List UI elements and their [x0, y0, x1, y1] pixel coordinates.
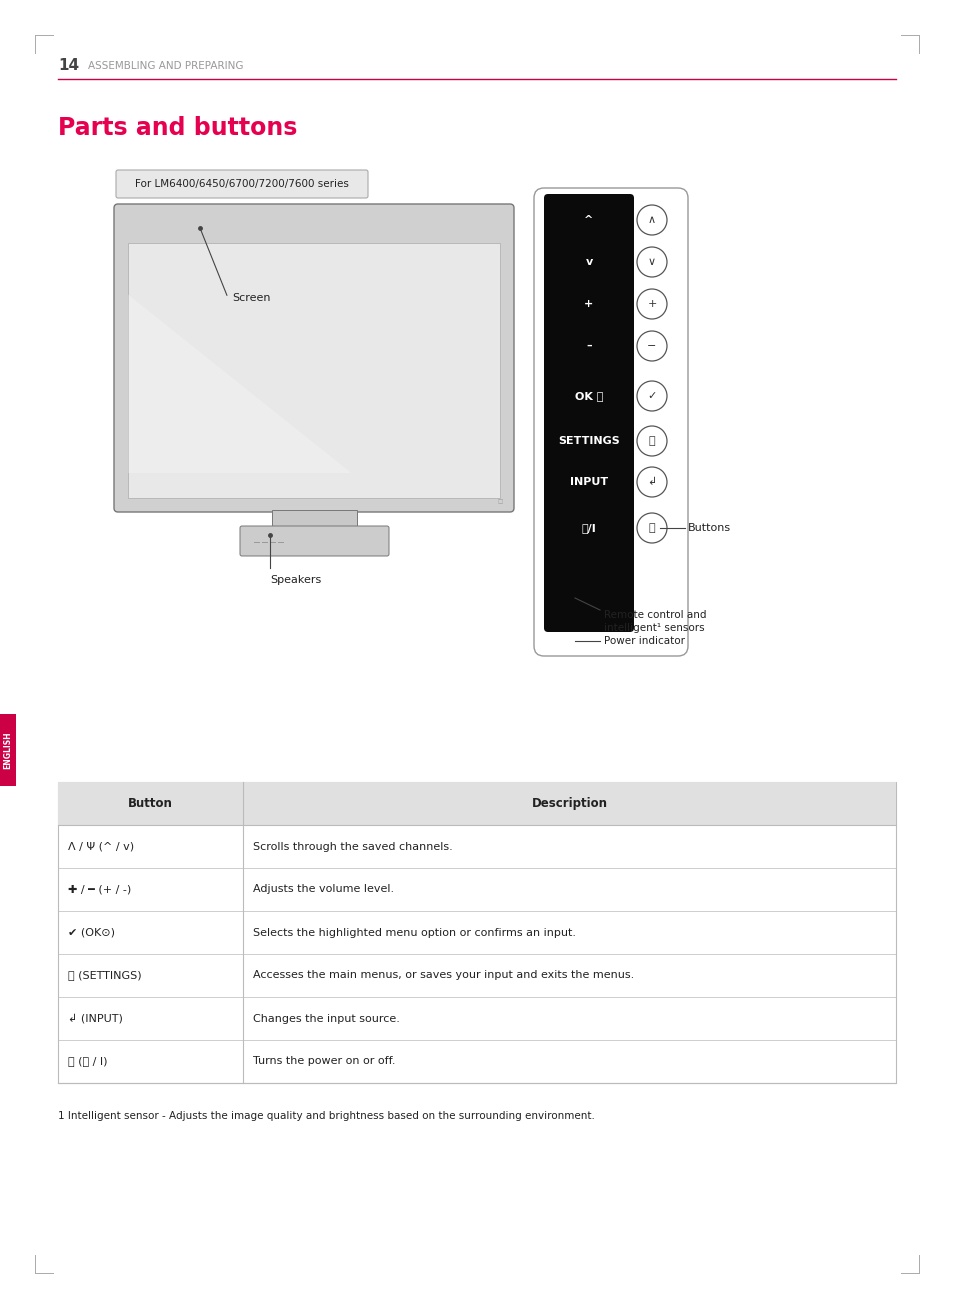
Text: Turns the power on or off.: Turns the power on or off.	[253, 1057, 395, 1066]
Text: INPUT: INPUT	[569, 477, 607, 487]
Circle shape	[637, 467, 666, 497]
Text: Speakers: Speakers	[270, 576, 321, 585]
Text: ∨: ∨	[647, 256, 656, 267]
Text: □: □	[497, 500, 503, 505]
Circle shape	[637, 381, 666, 411]
Text: Remote control and
intelligent¹ sensors: Remote control and intelligent¹ sensors	[603, 610, 706, 633]
Text: Changes the input source.: Changes the input source.	[253, 1014, 399, 1023]
Text: Ⓢ: Ⓢ	[648, 436, 655, 446]
Text: OK ⦵: OK ⦵	[575, 391, 602, 402]
Bar	[547, 198, 629, 238]
Circle shape	[637, 247, 666, 277]
Circle shape	[637, 331, 666, 361]
Text: ^: ^	[583, 215, 593, 225]
Text: Parts and buttons: Parts and buttons	[58, 116, 297, 140]
FancyBboxPatch shape	[240, 526, 389, 556]
Text: ∧: ∧	[647, 215, 656, 225]
Circle shape	[637, 426, 666, 456]
Bar	[0, 714, 16, 786]
Text: ⏻ (⏽ / I): ⏻ (⏽ / I)	[68, 1057, 108, 1066]
Text: ASSEMBLING AND PREPARING: ASSEMBLING AND PREPARING	[88, 61, 243, 71]
Circle shape	[637, 205, 666, 235]
Polygon shape	[128, 294, 351, 473]
Bar	[128, 243, 499, 498]
Text: Ⓢ (SETTINGS): Ⓢ (SETTINGS)	[68, 971, 141, 981]
FancyBboxPatch shape	[534, 188, 687, 657]
Text: Power indicator: Power indicator	[603, 636, 684, 646]
Text: Λ / Ψ (^ / v): Λ / Ψ (^ / v)	[68, 841, 134, 852]
Bar	[58, 782, 895, 1083]
Text: 14: 14	[58, 59, 79, 73]
Text: Selects the highlighted menu option or confirms an input.: Selects the highlighted menu option or c…	[253, 927, 576, 938]
Circle shape	[637, 289, 666, 319]
Text: Scrolls through the saved channels.: Scrolls through the saved channels.	[253, 841, 453, 852]
Text: +: +	[647, 300, 656, 309]
Text: ↲ (INPUT): ↲ (INPUT)	[68, 1014, 123, 1023]
Text: –: –	[585, 341, 591, 351]
Text: ↲: ↲	[647, 477, 656, 487]
Circle shape	[637, 513, 666, 543]
Text: Description: Description	[531, 797, 607, 810]
Text: Button: Button	[128, 797, 172, 810]
Text: 1 Intelligent sensor - Adjusts the image quality and brightness based on the sur: 1 Intelligent sensor - Adjusts the image…	[58, 1110, 595, 1121]
Text: SETTINGS: SETTINGS	[558, 436, 619, 446]
Text: Adjusts the volume level.: Adjusts the volume level.	[253, 884, 394, 895]
Bar	[272, 510, 356, 526]
Bar	[58, 782, 895, 825]
FancyBboxPatch shape	[113, 204, 514, 511]
Text: ⏻: ⏻	[648, 523, 655, 532]
Text: ✓: ✓	[647, 391, 656, 402]
Text: ENGLISH: ENGLISH	[4, 731, 12, 769]
Text: −: −	[647, 341, 656, 351]
Text: +: +	[584, 300, 593, 309]
Text: Accesses the main menus, or saves your input and exits the menus.: Accesses the main menus, or saves your i…	[253, 971, 634, 981]
Text: Screen: Screen	[232, 293, 271, 303]
Text: For LM6400/6450/6700/7200/7600 series: For LM6400/6450/6700/7200/7600 series	[135, 179, 349, 188]
Text: v: v	[585, 256, 592, 267]
Text: ✔ (OK⊙): ✔ (OK⊙)	[68, 927, 115, 938]
FancyBboxPatch shape	[543, 194, 634, 632]
Text: ⏽/I: ⏽/I	[581, 523, 596, 532]
FancyBboxPatch shape	[116, 170, 368, 198]
Text: ✚ / ━ (+ / -): ✚ / ━ (+ / -)	[68, 884, 132, 895]
Text: Buttons: Buttons	[687, 523, 730, 532]
